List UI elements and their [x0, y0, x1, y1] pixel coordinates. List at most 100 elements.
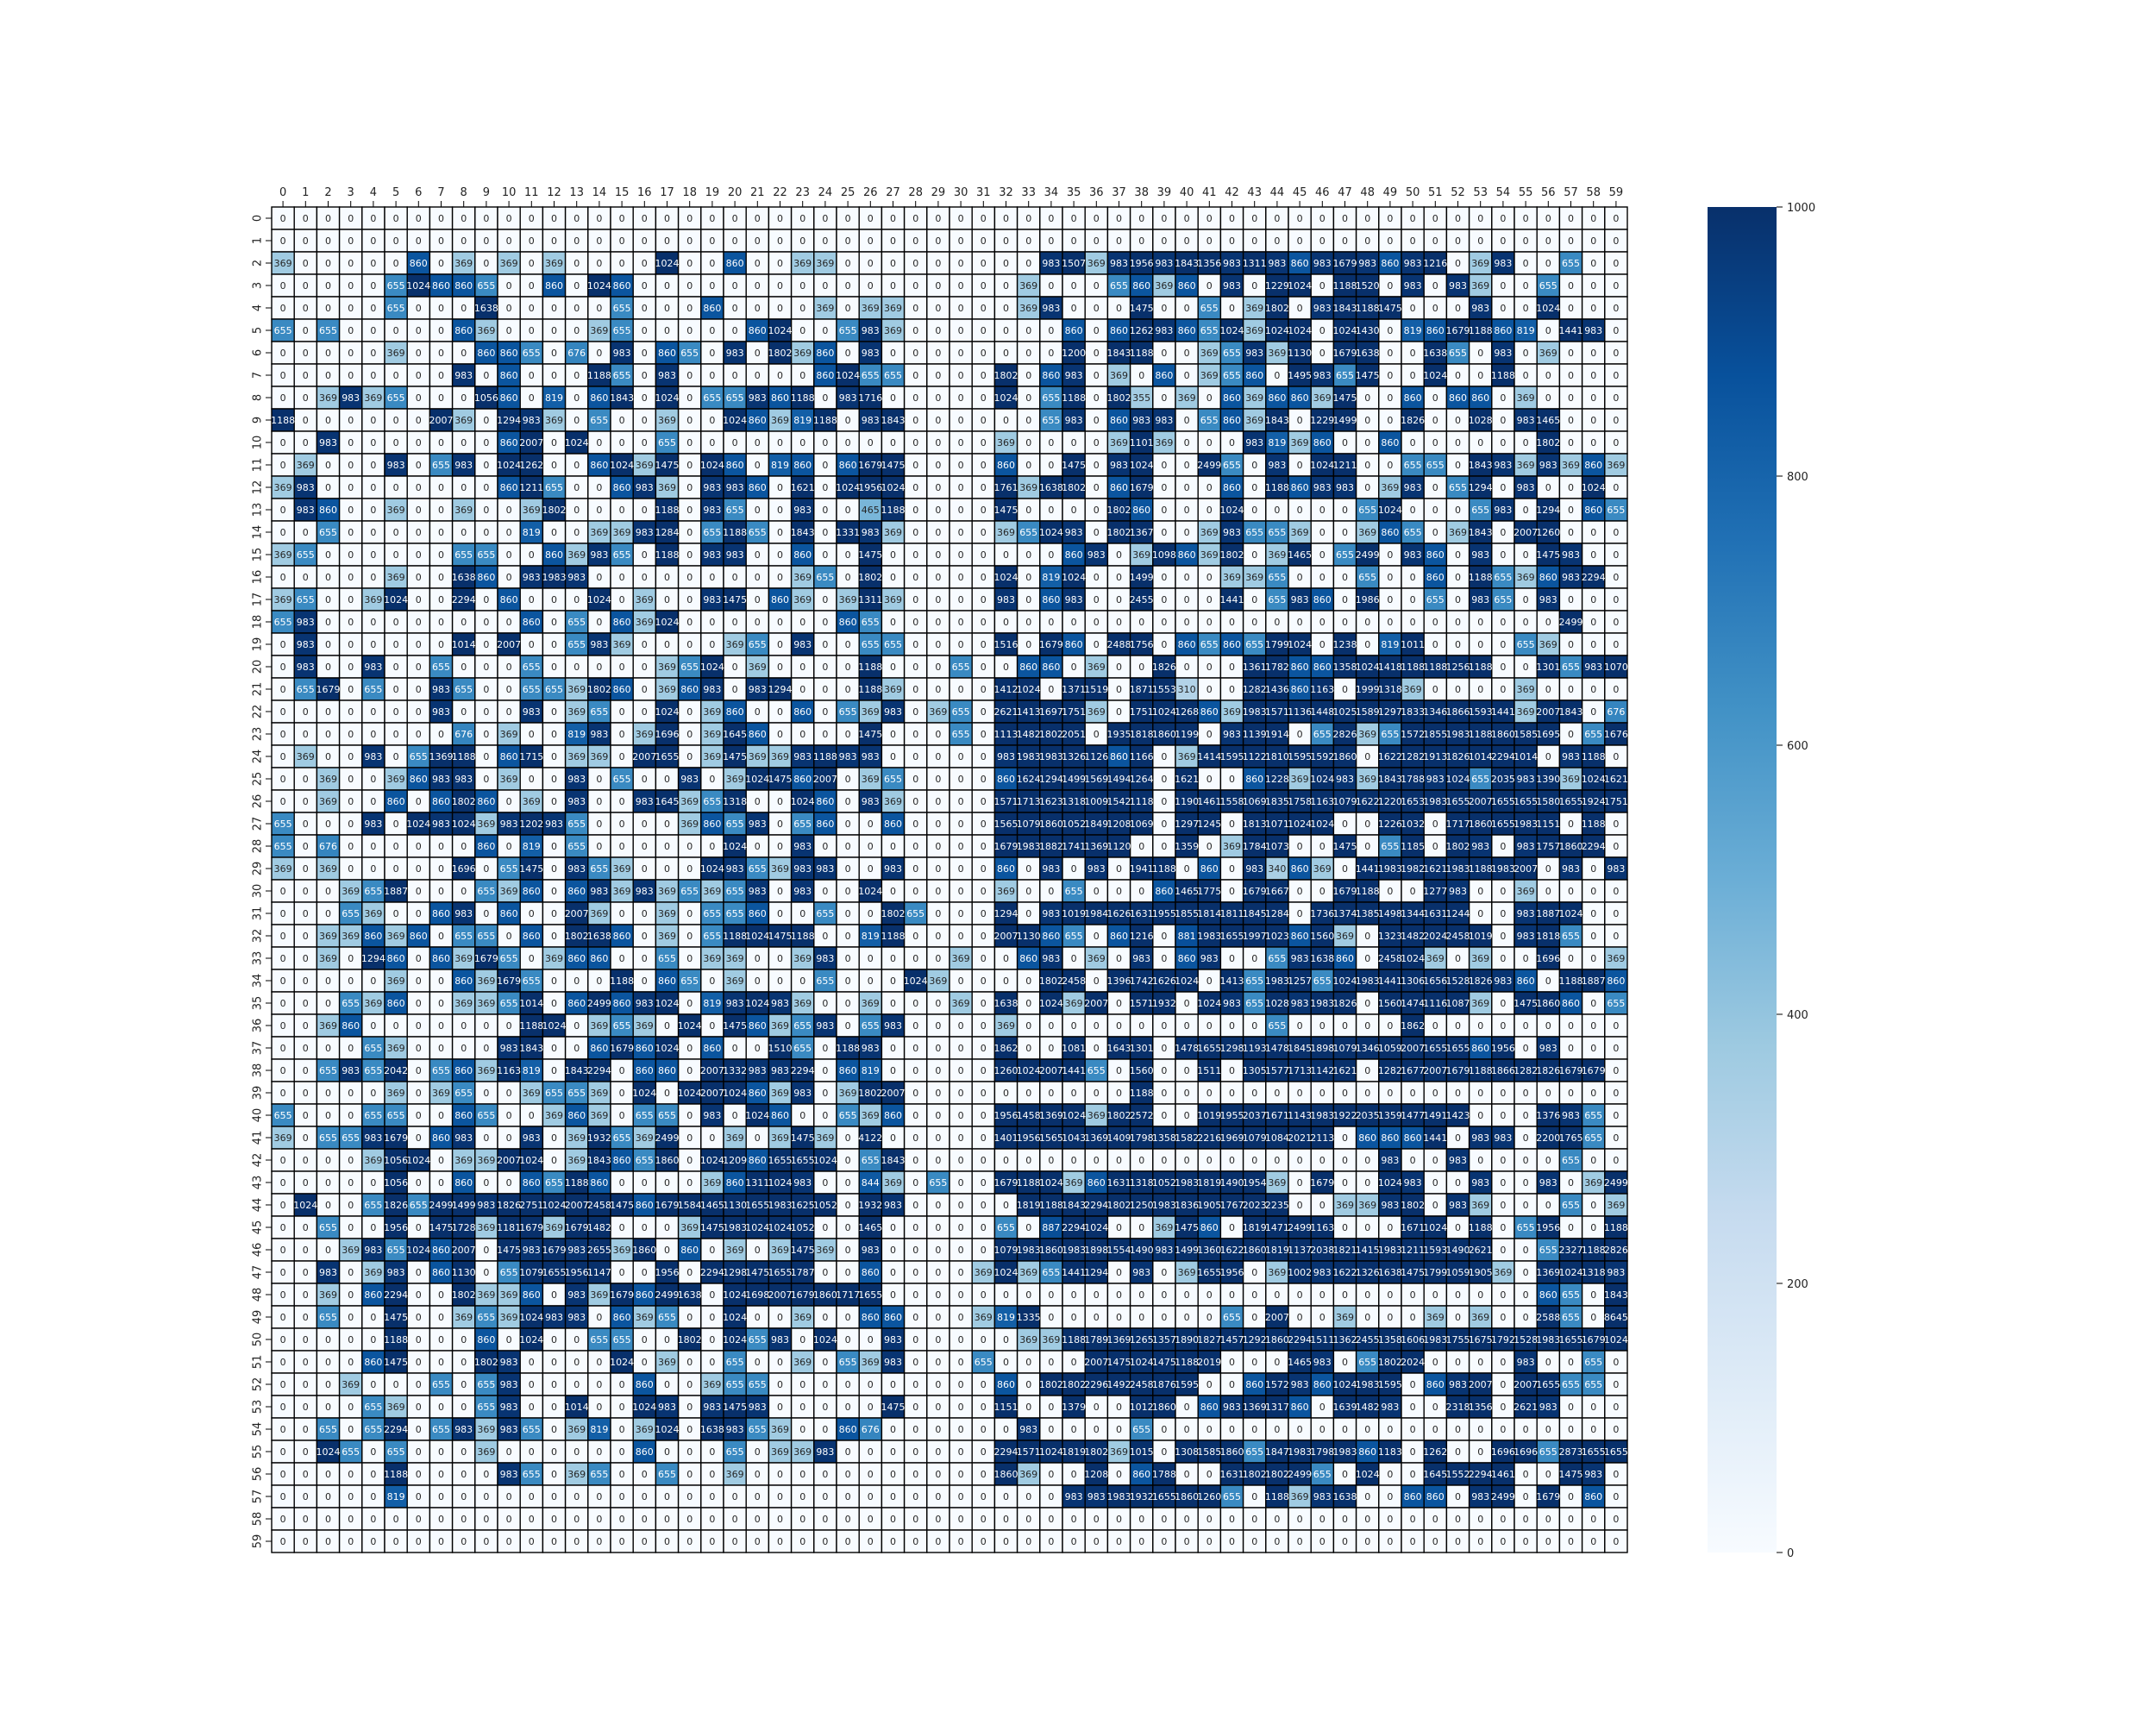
cell-value-label: 860: [658, 348, 676, 359]
cell-value-label: 0: [799, 617, 805, 628]
heatmap-cell: [858, 251, 883, 275]
cell-value-label: 0: [981, 415, 987, 426]
cell-value-label: 0: [1319, 549, 1326, 561]
heatmap-cell: [745, 273, 770, 298]
cell-value-label: 0: [1161, 235, 1167, 247]
cell-value-label: 369: [319, 392, 337, 404]
cell-value-label: 1441: [1220, 594, 1244, 605]
cell-value-label: 0: [506, 617, 512, 628]
cell-value-label: 0: [777, 527, 783, 538]
cell-value-label: 1024: [1582, 482, 1606, 493]
cell-value-label: 0: [506, 505, 512, 516]
heatmap-cell: [993, 341, 1018, 365]
cell-value-label: 860: [1223, 415, 1241, 426]
cell-value-label: 1843: [1333, 303, 1357, 314]
cell-value-label: 0: [619, 415, 625, 426]
cell-value-label: 0: [845, 280, 851, 292]
cell-value-label: 860: [1291, 482, 1309, 493]
cell-value-label: 0: [1229, 213, 1235, 224]
cell-value-label: 0: [1545, 258, 1551, 269]
cell-value-label: 1024: [655, 258, 680, 269]
cell-value-label: 0: [1613, 617, 1619, 628]
cell-value-label: 0: [981, 662, 987, 673]
cell-value-label: 0: [845, 258, 851, 269]
cell-value-label: 860: [1426, 549, 1445, 561]
cell-value-label: 0: [822, 235, 828, 247]
cell-value-label: 1188: [1356, 303, 1380, 314]
cell-value-label: 0: [868, 213, 874, 224]
heatmap-cell: [451, 273, 476, 298]
cell-value-label: 1843: [791, 527, 815, 538]
cell-value-label: 860: [793, 706, 812, 718]
cell-value-label: 0: [1274, 213, 1280, 224]
cell-value-label: 860: [1110, 415, 1128, 426]
cell-value-label: 655: [862, 639, 880, 650]
cell-value-label: 0: [438, 348, 444, 359]
cell-value-label: 0: [483, 639, 489, 650]
cell-value-label: 1956: [858, 482, 882, 493]
cell-value-label: 0: [303, 415, 309, 426]
heatmap-cell: [1129, 229, 1154, 253]
cell-value-label: 0: [799, 684, 805, 695]
cell-value-label: 0: [822, 662, 828, 673]
cell-value-label: 0: [416, 706, 422, 718]
cell-value-label: 0: [483, 460, 489, 471]
cell-value-label: 983: [749, 684, 767, 695]
cell-value-label: 1843: [1469, 460, 1493, 471]
cell-value-label: 0: [935, 437, 941, 448]
cell-value-label: 0: [686, 213, 693, 224]
cell-value-label: 0: [890, 280, 896, 292]
cell-value-label: 0: [1319, 617, 1326, 628]
cell-value-label: 0: [1138, 617, 1144, 628]
cell-value-label: 0: [1500, 415, 1506, 426]
cell-value-label: 0: [1477, 617, 1483, 628]
cell-value-label: 0: [1432, 617, 1438, 628]
cell-value-label: 0: [348, 370, 354, 381]
cell-value-label: 860: [613, 684, 631, 695]
cell-value-label: 0: [461, 303, 467, 314]
cell-value-label: 369: [454, 258, 473, 269]
cell-value-label: 0: [1094, 527, 1100, 538]
cell-value-label: 0: [619, 258, 625, 269]
cell-value-label: 0: [438, 617, 444, 628]
cell-value-label: 0: [732, 662, 738, 673]
cell-value-label: 0: [303, 572, 309, 583]
cell-value-label: 0: [506, 706, 512, 718]
cell-value-label: 0: [912, 482, 918, 493]
heatmap-cell: [1536, 296, 1561, 320]
heatmap-cell: [1332, 296, 1357, 320]
cell-value-label: 0: [529, 213, 535, 224]
cell-value-label: 0: [912, 639, 918, 650]
cell-value-label: 676: [454, 729, 473, 740]
cell-value-label: 0: [596, 662, 602, 673]
cell-value-label: 0: [642, 370, 648, 381]
cell-value-label: 0: [686, 706, 693, 718]
cell-value-label: 655: [1404, 527, 1422, 538]
cell-value-label: 0: [1613, 482, 1619, 493]
cell-value-label: 0: [1319, 280, 1326, 292]
cell-value-label: 0: [348, 527, 354, 538]
cell-value-label: 1014: [452, 639, 476, 650]
cell-value-label: 1802: [994, 370, 1018, 381]
cell-value-label: 369: [884, 684, 902, 695]
cell-value-label: 983: [1268, 460, 1286, 471]
cell-value-label: 860: [432, 280, 450, 292]
cell-value-label: 0: [935, 348, 941, 359]
cell-value-label: 0: [755, 258, 761, 269]
cell-value-label: 0: [280, 527, 286, 538]
cell-value-label: 0: [1161, 482, 1167, 493]
cell-value-label: 0: [1116, 684, 1122, 695]
cell-value-label: 655: [726, 392, 744, 404]
cell-value-label: 860: [590, 460, 608, 471]
cell-value-label: 0: [1048, 617, 1054, 628]
cell-value-label: 0: [664, 213, 670, 224]
cell-value-label: 0: [348, 505, 354, 516]
cell-value-label: 860: [1291, 258, 1309, 269]
cell-value-label: 0: [1410, 505, 1416, 516]
cell-value-label: 0: [573, 235, 580, 247]
cell-value-label: 1024: [700, 460, 724, 471]
cell-value-label: 0: [1206, 482, 1213, 493]
cell-value-label: 0: [981, 639, 987, 650]
cell-value-label: 1188: [881, 505, 906, 516]
cell-value-label: 860: [1268, 392, 1286, 404]
